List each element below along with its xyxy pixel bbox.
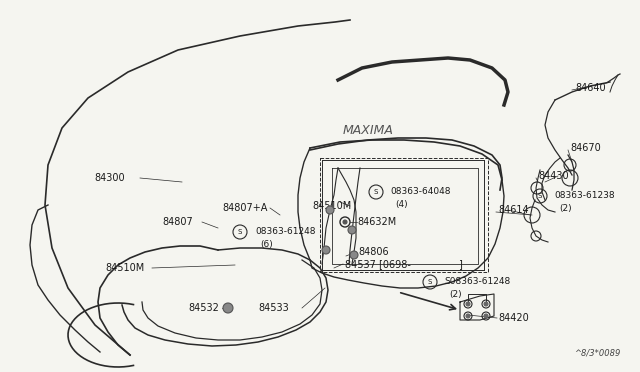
Text: 84807: 84807 xyxy=(162,217,193,227)
Text: 84533: 84533 xyxy=(258,303,289,313)
Text: 84430: 84430 xyxy=(538,171,568,181)
Text: 84510M: 84510M xyxy=(312,201,351,211)
Circle shape xyxy=(466,314,470,318)
Text: 84614: 84614 xyxy=(498,205,529,215)
Text: 08363-64048: 08363-64048 xyxy=(390,187,451,196)
Text: 84806: 84806 xyxy=(358,247,388,257)
Text: S08363-61248: S08363-61248 xyxy=(444,278,510,286)
Circle shape xyxy=(484,314,488,318)
Text: S: S xyxy=(374,189,378,195)
Text: S: S xyxy=(428,279,432,285)
Circle shape xyxy=(326,206,334,214)
Text: 84640: 84640 xyxy=(575,83,605,93)
Text: 84532: 84532 xyxy=(188,303,219,313)
Text: S: S xyxy=(238,229,242,235)
Circle shape xyxy=(223,303,233,313)
Circle shape xyxy=(484,302,488,306)
Text: 84807+A: 84807+A xyxy=(222,203,268,213)
Text: 84300: 84300 xyxy=(94,173,125,183)
Text: (6): (6) xyxy=(260,240,273,248)
Circle shape xyxy=(348,226,356,234)
Text: MAXIMA: MAXIMA xyxy=(342,124,394,137)
Text: (2): (2) xyxy=(449,289,461,298)
Text: (2): (2) xyxy=(559,203,572,212)
Text: 84632M: 84632M xyxy=(357,217,396,227)
Text: 08363-61238: 08363-61238 xyxy=(554,192,614,201)
Circle shape xyxy=(466,302,470,306)
Circle shape xyxy=(343,220,347,224)
Text: ]: ] xyxy=(458,259,462,269)
Circle shape xyxy=(322,246,330,254)
Text: 08363-61248: 08363-61248 xyxy=(255,228,316,237)
Text: S: S xyxy=(538,193,542,199)
Text: (4): (4) xyxy=(395,199,408,208)
Text: 84670: 84670 xyxy=(570,143,601,153)
Text: 84510M: 84510M xyxy=(105,263,144,273)
Text: 84537 [0698-: 84537 [0698- xyxy=(345,259,411,269)
Circle shape xyxy=(350,251,358,259)
Text: 84420: 84420 xyxy=(498,313,529,323)
Text: ^8/3*0089: ^8/3*0089 xyxy=(573,349,620,358)
